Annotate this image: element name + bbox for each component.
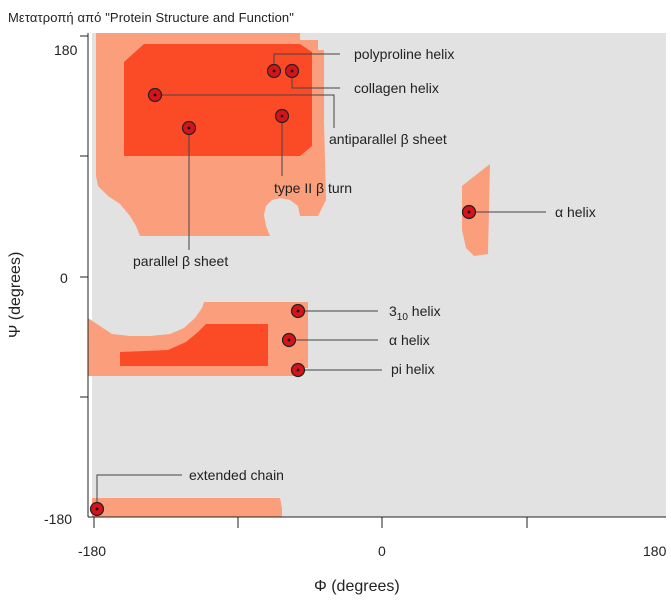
y-tick-label-180: 180 (54, 42, 78, 58)
marker-polyproline (266, 63, 282, 79)
label-extended-chain: extended chain (189, 467, 284, 483)
leader-antiparallel (155, 94, 335, 128)
allowed-region-alpha-right (462, 164, 490, 256)
marker-alpha-left (281, 332, 297, 348)
source-caption: Μετατροπή από "Protein Structure and Fun… (8, 10, 294, 25)
x-axis-title: Φ (degrees) (314, 578, 400, 595)
y-tick-label-0: 0 (60, 270, 68, 286)
allowed-region-extended (92, 498, 282, 517)
label-alpha-helix-right: α helix (555, 204, 596, 220)
label-antiparallel-beta-sheet: antiparallel β sheet (329, 131, 447, 147)
label-3-10-helix: 310 helix (389, 303, 441, 323)
marker-antiparallel (147, 87, 163, 103)
label-collagen-helix: collagen helix (354, 80, 439, 96)
y-tick-label-minus180: -180 (44, 511, 72, 527)
label-alpha-helix-left: α helix (389, 332, 430, 348)
leader-lines (96, 53, 546, 509)
axes (80, 33, 666, 528)
favored-region-alpha (120, 324, 268, 366)
label-parallel-beta-sheet: parallel β sheet (133, 253, 228, 269)
marker-collagen (284, 63, 300, 79)
x-tick-label-minus180: -180 (78, 543, 106, 559)
label-3-10-tail: helix (408, 303, 441, 319)
label-3-10-main: 3 (389, 303, 397, 319)
label-3-10-subscript: 10 (397, 312, 409, 323)
label-polyproline-helix: polyproline helix (354, 46, 454, 62)
y-axis-title: Ψ (degrees) (7, 252, 24, 338)
x-tick-label-0: 0 (378, 543, 386, 559)
label-pi-helix: pi helix (391, 361, 435, 377)
marker-pi (290, 362, 306, 378)
marker-extended (89, 501, 105, 517)
marker-alpha-right (461, 204, 477, 220)
favored-region-beta (124, 44, 312, 156)
leader-extended (96, 474, 182, 509)
marker-parallel (181, 120, 197, 136)
favored-regions (120, 44, 312, 366)
structure-markers (89, 63, 477, 517)
label-type-ii-beta-turn: type II β turn (274, 180, 352, 196)
marker-type-ii (274, 108, 290, 124)
marker-310 (290, 303, 306, 319)
x-tick-label-180: 180 (643, 543, 667, 559)
